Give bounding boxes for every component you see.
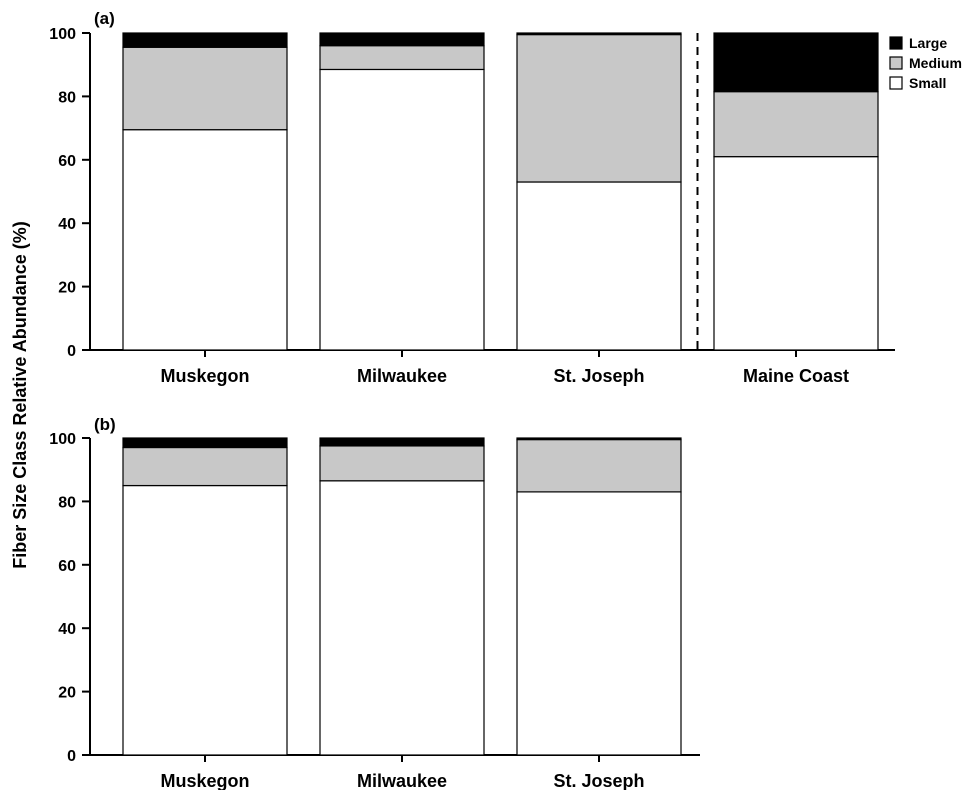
bar-maine-coast-small	[713, 156, 879, 351]
legend-swatch-medium	[889, 56, 903, 70]
y-tick-label: 100	[49, 26, 76, 43]
y-tick-label: 60	[58, 558, 76, 575]
bar-milwaukee-medium	[319, 445, 485, 482]
bar-st-joseph-small	[516, 491, 682, 756]
bar-st-joseph-medium	[516, 438, 682, 493]
legend-label-large: Large	[909, 35, 947, 51]
x-tick-label-milwaukee: Milwaukee	[357, 366, 447, 386]
bar-milwaukee-small	[319, 68, 485, 351]
bar-muskegon-small	[122, 129, 288, 351]
y-tick-label: 0	[67, 343, 76, 360]
legend: Large Medium Small	[889, 35, 962, 91]
bar-muskegon-medium	[122, 46, 288, 131]
x-tick-label-st-joseph: St. Joseph	[553, 771, 644, 790]
bar-muskegon-small	[122, 484, 288, 756]
y-tick-label: 60	[58, 153, 76, 170]
panel-b: 0 20 40 60 80 100 Muskegon Milwaukee St. Joseph (…	[49, 415, 700, 790]
bar-st-joseph-medium	[516, 33, 682, 183]
bar-st-joseph-small	[516, 181, 682, 351]
panel-a: 0 20 40 60 80 100 Muskegon Milwaukee St. Joseph M…	[49, 9, 895, 386]
bar-st-joseph-large	[516, 437, 682, 441]
y-tick-label: 20	[58, 280, 76, 297]
y-tick-label: 20	[58, 685, 76, 702]
y-tick-label: 40	[58, 621, 76, 638]
y-axis-label: Fiber Size Class Relative Abundance (%)	[10, 221, 30, 568]
bar-milwaukee-small	[319, 480, 485, 756]
x-tick-label-muskegon: Muskegon	[160, 771, 249, 790]
x-tick-label-milwaukee: Milwaukee	[357, 771, 447, 790]
bar-muskegon-large	[122, 437, 288, 449]
bar-milwaukee-large	[319, 32, 485, 47]
y-tick-label: 80	[58, 89, 76, 106]
y-tick-label: 0	[67, 748, 76, 765]
bar-muskegon-medium	[122, 446, 288, 487]
bar-st-joseph-large	[516, 32, 682, 36]
bar-muskegon-large	[122, 32, 288, 48]
bar-milwaukee-large	[319, 437, 485, 447]
x-tick-label-maine-coast: Maine Coast	[743, 366, 849, 386]
legend-swatch-small	[889, 76, 903, 90]
legend-label-medium: Medium	[909, 55, 962, 71]
y-tick-label: 40	[58, 216, 76, 233]
y-tick-label: 80	[58, 494, 76, 511]
legend-swatch-large	[889, 36, 903, 50]
x-tick-label-muskegon: Muskegon	[160, 366, 249, 386]
x-tick-label-st-joseph: St. Joseph	[553, 366, 644, 386]
panel-label: (b)	[94, 415, 116, 434]
panel-label: (a)	[94, 9, 115, 28]
bar-maine-coast-medium	[713, 91, 879, 158]
legend-label-small: Small	[909, 75, 946, 91]
bar-milwaukee-medium	[319, 45, 485, 71]
y-tick-label: 100	[49, 431, 76, 448]
bar-maine-coast-large	[713, 32, 879, 93]
